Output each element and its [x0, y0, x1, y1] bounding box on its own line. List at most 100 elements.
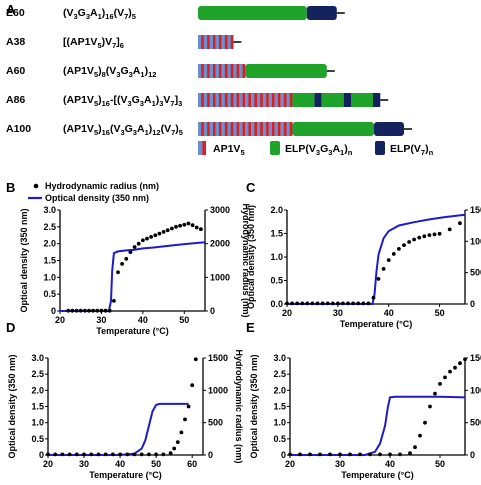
- hydrodynamic-radius-point: [381, 267, 386, 271]
- left-y-tick-label: 1.5: [31, 402, 44, 412]
- hydrodynamic-radius-point: [174, 224, 178, 229]
- ap1v5-red-band: [230, 93, 234, 107]
- ap1v5-block: [262, 93, 269, 107]
- construct-formula-part: 5: [94, 99, 98, 108]
- right-y-tick-label: 500: [470, 268, 481, 278]
- construct-formula-part: 3: [74, 12, 78, 21]
- hydrodynamic-radius-point: [422, 234, 427, 239]
- construct-formula-part: 8: [102, 70, 106, 79]
- hydrodynamic-radius-point: [186, 404, 191, 409]
- construct-formula-part: 7: [112, 41, 116, 50]
- ap1v5-block: [209, 35, 216, 49]
- construct-formula-part: 16: [102, 128, 110, 137]
- hydrodynamic-radius-point: [361, 301, 366, 306]
- ap1v5-block: [245, 93, 252, 107]
- hydrodynamic-radius-point: [157, 231, 162, 236]
- ap1v5-block: [221, 35, 228, 49]
- legend-label-elp-part: 3: [316, 148, 320, 157]
- left-y-tick-label: 3.0: [273, 353, 286, 363]
- left-y-axis-label: Optical density (350 nm): [7, 354, 17, 458]
- panel-b-chart: B 20 30 40 50 0 0.5 1.0 1.5 2.0 2.5 3.0 0 1000 2000 300…: [6, 180, 251, 336]
- construct-formula-part: 16: [105, 12, 113, 21]
- left-y-tick-label: 1.0: [43, 272, 56, 282]
- hydrodynamic-radius-point: [168, 451, 173, 455]
- hydrodynamic-radius-point: [147, 452, 151, 457]
- construct-formula-part: ): [128, 7, 132, 19]
- ap1v5-red-band: [207, 64, 210, 78]
- panel-letter-a: A: [6, 2, 16, 17]
- elp-segment: [321, 93, 344, 107]
- ap1v5-block: [198, 122, 204, 136]
- hydrodynamic-radius-point: [386, 258, 391, 262]
- right-y-tick-label: 1500: [208, 353, 228, 363]
- ap1v5-block: [203, 64, 210, 78]
- construct-formula: (AP1V5)16-[(V3G3A1)3V7]3: [63, 94, 182, 108]
- ap1v5-block: [215, 64, 222, 78]
- left-y-axis-label: Optical density (350 nm): [246, 205, 256, 309]
- left-y-tick-label: 0.5: [31, 434, 44, 444]
- legend-swatch-ap1v5: [198, 141, 206, 155]
- construct-formula-part: 5: [132, 12, 136, 21]
- ap1v5-block: [262, 122, 269, 136]
- ap1v5-red-band: [201, 93, 204, 107]
- hydrodynamic-radius-point: [328, 452, 332, 457]
- legend-swatch-rect: [270, 141, 280, 155]
- ap1v5-block: [203, 93, 210, 107]
- hydrodynamic-radius-point: [112, 299, 116, 303]
- hydrodynamic-radius-point: [438, 382, 442, 386]
- hydrodynamic-radius-point: [458, 221, 462, 226]
- left-y-tick-label: 2.0: [31, 385, 44, 395]
- hydrodynamic-radius-point: [432, 232, 437, 237]
- construct-name: A38: [6, 36, 25, 48]
- hydrodynamic-radius-point: [300, 301, 305, 306]
- legend-label-od: Optical density (350 nm): [45, 193, 149, 203]
- hydrodynamic-radius-point: [99, 308, 104, 313]
- ap1v5-red-band: [242, 93, 246, 107]
- construct-formula-part: 12: [152, 128, 160, 137]
- ap1v5-red-band: [224, 122, 228, 136]
- hydrodynamic-radius-point: [95, 308, 100, 313]
- ap1v5-block: [215, 93, 222, 107]
- hydrodynamic-radius-point: [397, 247, 401, 251]
- right-y-tick-label: 0: [208, 450, 213, 460]
- hydrodynamic-radius-point: [447, 227, 452, 232]
- left-y-tick-label: 0: [281, 450, 286, 460]
- left-y-tick-label: 2.0: [273, 385, 286, 395]
- legend-label-elp-part: ): [344, 143, 348, 155]
- construct-name: A86: [6, 94, 25, 106]
- x-tick-label: 30: [96, 315, 106, 325]
- ap1v5-block: [221, 64, 228, 78]
- construct-formula-part: 3: [86, 12, 90, 21]
- v7-segment: [343, 93, 351, 107]
- hydrodynamic-radius-point: [338, 452, 342, 457]
- hydrodynamic-radius-point: [154, 452, 159, 457]
- legend-label-elp-part: 1: [340, 148, 344, 157]
- hydrodynamic-radius-point: [402, 243, 406, 248]
- ap1v5-block: [221, 122, 228, 136]
- construct-formula-part: 1: [145, 128, 149, 137]
- legend-label-radius: Hydrodynamic radius (nm): [45, 181, 159, 191]
- right-y-tick-label: 1000: [208, 385, 228, 395]
- hydrodynamic-radius-point: [391, 252, 396, 256]
- ap1v5-red-band: [242, 122, 246, 136]
- construct-formula-part: 16: [102, 99, 110, 108]
- construct-legend: AP1V5 ELP(V3G3A1)n ELP(V7)n: [198, 141, 434, 157]
- ap1v5-block: [227, 93, 234, 107]
- construct-formula-part: 5: [97, 41, 101, 50]
- left-y-tick-label: 3.0: [43, 205, 56, 215]
- left-y-tick-label: 1.5: [270, 229, 283, 239]
- hydrodynamic-radius-point: [433, 391, 437, 396]
- ap1v5-red-band: [289, 93, 293, 107]
- elp-segment: [245, 64, 327, 78]
- legend-label-elp: ELP(V3G3A1)n: [285, 143, 353, 157]
- hydrodynamic-radius-point: [351, 301, 355, 306]
- right-y-tick-label: 0: [470, 299, 475, 309]
- ap1v5-block: [257, 93, 263, 107]
- left-y-tick-label: 2.0: [43, 239, 56, 249]
- construct-formula-part: 1: [152, 99, 156, 108]
- ap1v5-red-band: [236, 64, 240, 78]
- construct-formula-part: (V: [63, 7, 74, 19]
- panel-e-chart: E2030405000.51.01.52.02.53.0050010001500…: [246, 320, 481, 480]
- construct-formula-part: 12: [148, 70, 156, 79]
- construct-formula-part: ): [149, 123, 153, 135]
